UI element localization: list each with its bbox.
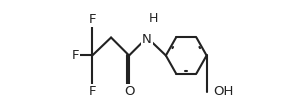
Text: F: F	[88, 13, 96, 26]
Text: F: F	[88, 85, 96, 98]
Text: N: N	[142, 33, 152, 46]
Text: F: F	[71, 49, 79, 62]
Text: H: H	[149, 12, 158, 25]
Text: O: O	[124, 85, 134, 98]
Text: OH: OH	[214, 85, 234, 98]
